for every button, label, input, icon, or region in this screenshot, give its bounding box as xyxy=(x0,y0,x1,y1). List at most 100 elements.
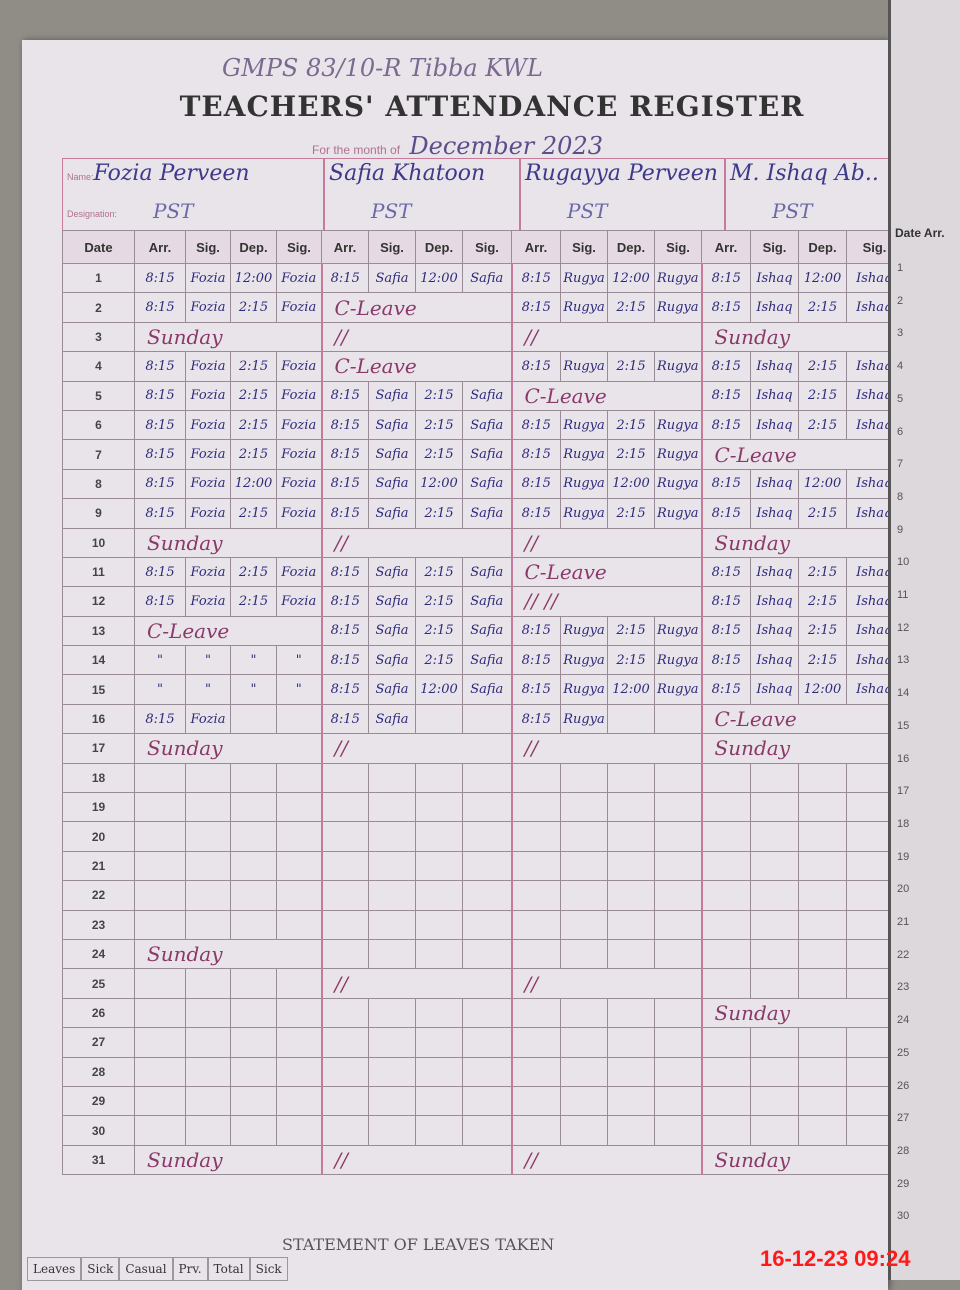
date-cell: 14 xyxy=(62,645,135,676)
note-cell: C-Leave xyxy=(134,615,323,647)
leave-column: Leaves xyxy=(27,1257,82,1281)
arrival-cell xyxy=(511,821,561,852)
table-row: 12 8:15 Fozia 2:15 Fozia 8:15 Safia 2:15 Safia//… xyxy=(62,586,904,617)
signature-cell: Safia xyxy=(368,439,416,470)
next-page-date: 1 xyxy=(897,262,904,274)
signature-cell xyxy=(654,792,703,823)
arrival-cell xyxy=(701,968,751,999)
arrival-cell: 8:15 xyxy=(134,703,186,735)
departure-cell: 12:00 xyxy=(607,674,655,705)
arrival-cell xyxy=(321,997,369,1029)
arrival-cell xyxy=(134,909,186,940)
signature-cell: Ishaq xyxy=(750,645,799,676)
arrival-cell: 8:15 xyxy=(134,586,186,617)
arrival-cell: 8:15 xyxy=(321,674,369,705)
departure-cell: 12:00 xyxy=(415,674,463,705)
note-cell: // xyxy=(511,321,703,353)
signature-cell xyxy=(654,1027,703,1058)
next-page-date: 3 xyxy=(897,327,904,340)
arrival-cell xyxy=(321,1115,369,1146)
col-sig: Sig. xyxy=(560,230,608,264)
note-cell: Sunday xyxy=(134,938,323,970)
date-cell: 5 xyxy=(62,380,135,411)
signature-cell: Rugya xyxy=(654,262,703,294)
arrival-cell: 8:15 xyxy=(511,615,561,647)
signature-cell xyxy=(276,792,323,823)
table-row: 26 Sunday xyxy=(62,997,904,1029)
signature-cell xyxy=(750,792,799,823)
arrival-cell xyxy=(134,1085,186,1117)
signature-cell xyxy=(654,762,703,794)
signature-cell: Safia xyxy=(462,586,513,617)
note-cell: Sunday xyxy=(701,997,904,1029)
departure-cell xyxy=(607,792,655,823)
signature-cell xyxy=(750,909,799,940)
next-page-date: 18 xyxy=(897,817,910,830)
departure-cell: 2:15 xyxy=(607,439,655,470)
departure-cell xyxy=(798,909,847,940)
signature-cell: Safia xyxy=(368,380,416,411)
col-sig2: Sig. xyxy=(462,230,512,264)
note-cell: // xyxy=(321,527,513,558)
arrival-cell: 8:15 xyxy=(134,351,186,382)
departure-cell xyxy=(415,1056,463,1087)
signature-cell xyxy=(560,850,608,882)
departure-cell: 12:00 xyxy=(607,262,655,294)
teacher-names: Name:Fozia Perveen Designation: PST Safia K… xyxy=(62,158,902,230)
departure-cell xyxy=(798,1115,847,1146)
arrival-cell xyxy=(134,1027,186,1058)
departure-cell xyxy=(607,821,655,852)
col-dep: Dep. xyxy=(798,230,847,264)
signature-cell: Ishaq xyxy=(750,262,799,294)
col-sig2: Sig. xyxy=(276,230,322,264)
date-cell: 23 xyxy=(62,909,135,940)
departure-cell: 12:00 xyxy=(607,468,655,500)
date-cell: 19 xyxy=(62,792,135,823)
arrival-cell xyxy=(134,1115,186,1146)
teacher-name: Rugayya Perveen xyxy=(525,161,718,186)
signature-cell xyxy=(654,1085,703,1117)
arrival-cell: 8:15 xyxy=(701,351,751,382)
col-arr: Arr. xyxy=(134,230,186,264)
departure-cell: 2:15 xyxy=(798,351,847,382)
teacher-name: Safia Khatoon xyxy=(329,161,486,186)
signature-cell xyxy=(560,1085,608,1117)
departure-cell: 2:15 xyxy=(230,556,277,588)
date-cell: 20 xyxy=(62,821,135,852)
departure-cell: 2:15 xyxy=(415,556,463,588)
departure-cell: 2:15 xyxy=(230,498,277,529)
departure-cell: 2:15 xyxy=(230,439,277,470)
signature-cell xyxy=(654,1056,703,1087)
table-row: 18 xyxy=(62,762,904,794)
signature-cell: Safia xyxy=(462,645,513,676)
arrival-cell xyxy=(511,1085,561,1117)
departure-cell: 2:15 xyxy=(798,292,847,323)
register-page: GMPS 83/10-R Tibba KWL TEACHERS' ATTENDA… xyxy=(22,40,904,1290)
date-cell: 3 xyxy=(62,321,135,353)
signature-cell xyxy=(276,821,323,852)
col-date: Date xyxy=(62,230,135,264)
departure-cell xyxy=(798,1085,847,1117)
table-row: 20 xyxy=(62,821,904,852)
signature-cell: Fozia xyxy=(276,409,323,441)
table-row: 13 C-Leave 8:15 Safia 2:15 Safia 8:15 Rugya 2:15… xyxy=(62,615,904,647)
departure-cell: 2:15 xyxy=(607,409,655,441)
signature-cell xyxy=(368,850,416,882)
arrival-cell: 8:15 xyxy=(134,409,186,441)
date-cell: 24 xyxy=(62,938,135,970)
leave-column: Casual xyxy=(119,1257,173,1281)
arrival-cell xyxy=(511,909,561,940)
signature-cell xyxy=(368,821,416,852)
col-arr: Arr. xyxy=(321,230,369,264)
signature-cell: Fozia xyxy=(185,351,231,382)
arrival-cell xyxy=(511,997,561,1029)
departure-cell: 2:15 xyxy=(230,409,277,441)
col-sig: Sig. xyxy=(750,230,799,264)
arrival-cell xyxy=(511,792,561,823)
arrival-cell xyxy=(511,880,561,911)
departure-cell: 2:15 xyxy=(798,380,847,411)
signature-cell: Fozia xyxy=(276,498,323,529)
next-page-edge: Date Arr. 1 2 3 4 5 6 7 8 9 10 11 12 13 14 15 16 17 18 19 2… xyxy=(888,0,960,1280)
signature-cell xyxy=(750,968,799,999)
date-cell: 10 xyxy=(62,527,135,558)
